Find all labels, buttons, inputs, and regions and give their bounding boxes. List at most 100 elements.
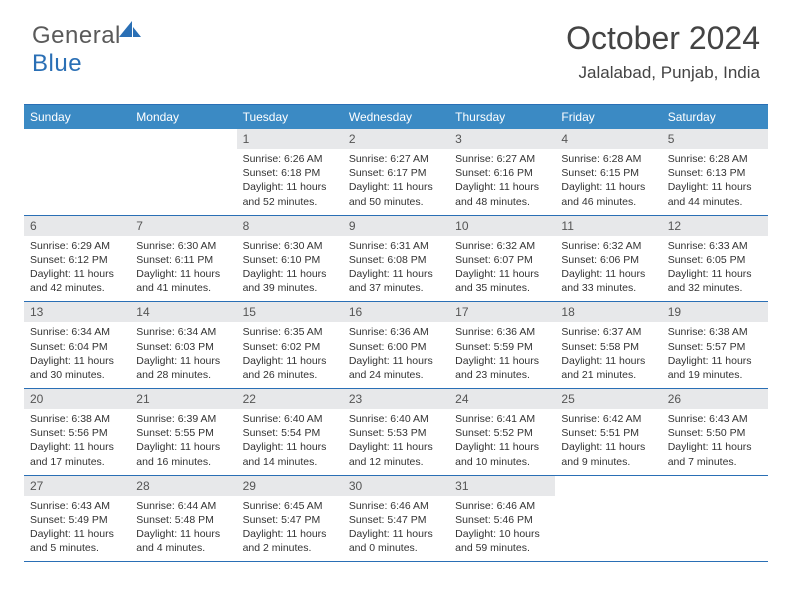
calendar-day: 10Sunrise: 6:32 AMSunset: 6:07 PMDayligh… (449, 216, 555, 302)
sunset-text: Sunset: 5:50 PM (668, 426, 762, 440)
sunset-text: Sunset: 6:08 PM (349, 253, 443, 267)
sunset-text: Sunset: 6:05 PM (668, 253, 762, 267)
calendar-day (130, 129, 236, 215)
sunset-text: Sunset: 5:57 PM (668, 340, 762, 354)
day-number: 30 (343, 476, 449, 496)
sunrise-text: Sunrise: 6:40 AM (243, 412, 337, 426)
sunrise-text: Sunrise: 6:32 AM (455, 239, 549, 253)
brand-logo: GeneralBlue (32, 22, 141, 78)
daylight-text: Daylight: 11 hours and 37 minutes. (349, 267, 443, 295)
day-number: 2 (343, 129, 449, 149)
day-number: 20 (24, 389, 130, 409)
day-number: 12 (662, 216, 768, 236)
weekday-header-row: SundayMondayTuesdayWednesdayThursdayFrid… (24, 105, 768, 129)
day-number: 22 (237, 389, 343, 409)
calendar-day: 5Sunrise: 6:28 AMSunset: 6:13 PMDaylight… (662, 129, 768, 215)
day-details: Sunrise: 6:36 AMSunset: 6:00 PMDaylight:… (343, 322, 449, 388)
sunset-text: Sunset: 5:47 PM (243, 513, 337, 527)
day-details: Sunrise: 6:32 AMSunset: 6:06 PMDaylight:… (555, 236, 661, 302)
sunrise-text: Sunrise: 6:43 AM (668, 412, 762, 426)
sunrise-text: Sunrise: 6:38 AM (30, 412, 124, 426)
daylight-text: Daylight: 11 hours and 14 minutes. (243, 440, 337, 468)
day-details: Sunrise: 6:41 AMSunset: 5:52 PMDaylight:… (449, 409, 555, 475)
day-details: Sunrise: 6:29 AMSunset: 6:12 PMDaylight:… (24, 236, 130, 302)
calendar-day: 24Sunrise: 6:41 AMSunset: 5:52 PMDayligh… (449, 389, 555, 475)
day-details: Sunrise: 6:32 AMSunset: 6:07 PMDaylight:… (449, 236, 555, 302)
day-details: Sunrise: 6:40 AMSunset: 5:54 PMDaylight:… (237, 409, 343, 475)
day-number: 7 (130, 216, 236, 236)
day-details: Sunrise: 6:26 AMSunset: 6:18 PMDaylight:… (237, 149, 343, 215)
daylight-text: Daylight: 11 hours and 5 minutes. (30, 527, 124, 555)
day-number: 21 (130, 389, 236, 409)
sunrise-text: Sunrise: 6:33 AM (668, 239, 762, 253)
calendar: SundayMondayTuesdayWednesdayThursdayFrid… (24, 104, 768, 562)
sunset-text: Sunset: 5:52 PM (455, 426, 549, 440)
weekday-header: Tuesday (237, 105, 343, 129)
weekday-header: Saturday (662, 105, 768, 129)
daylight-text: Daylight: 11 hours and 48 minutes. (455, 180, 549, 208)
daylight-text: Daylight: 11 hours and 17 minutes. (30, 440, 124, 468)
sunset-text: Sunset: 6:06 PM (561, 253, 655, 267)
calendar-week: 13Sunrise: 6:34 AMSunset: 6:04 PMDayligh… (24, 302, 768, 389)
day-details: Sunrise: 6:27 AMSunset: 6:16 PMDaylight:… (449, 149, 555, 215)
sunrise-text: Sunrise: 6:38 AM (668, 325, 762, 339)
day-details: Sunrise: 6:34 AMSunset: 6:04 PMDaylight:… (24, 322, 130, 388)
sunrise-text: Sunrise: 6:41 AM (455, 412, 549, 426)
page-title: October 2024 (566, 20, 760, 57)
day-details: Sunrise: 6:31 AMSunset: 6:08 PMDaylight:… (343, 236, 449, 302)
day-details: Sunrise: 6:30 AMSunset: 6:10 PMDaylight:… (237, 236, 343, 302)
sunset-text: Sunset: 6:12 PM (30, 253, 124, 267)
sunrise-text: Sunrise: 6:36 AM (455, 325, 549, 339)
daylight-text: Daylight: 11 hours and 23 minutes. (455, 354, 549, 382)
sunrise-text: Sunrise: 6:39 AM (136, 412, 230, 426)
day-number: 24 (449, 389, 555, 409)
sunrise-text: Sunrise: 6:45 AM (243, 499, 337, 513)
sunrise-text: Sunrise: 6:34 AM (136, 325, 230, 339)
day-number: 25 (555, 389, 661, 409)
sunset-text: Sunset: 6:16 PM (455, 166, 549, 180)
daylight-text: Daylight: 11 hours and 2 minutes. (243, 527, 337, 555)
page-header: October 2024 Jalalabad, Punjab, India (566, 20, 760, 83)
day-number: 15 (237, 302, 343, 322)
day-details: Sunrise: 6:38 AMSunset: 5:56 PMDaylight:… (24, 409, 130, 475)
weekday-header: Thursday (449, 105, 555, 129)
calendar-day: 12Sunrise: 6:33 AMSunset: 6:05 PMDayligh… (662, 216, 768, 302)
brand-text: GeneralBlue (32, 22, 141, 78)
day-number: 11 (555, 216, 661, 236)
day-number: 3 (449, 129, 555, 149)
calendar-day: 28Sunrise: 6:44 AMSunset: 5:48 PMDayligh… (130, 476, 236, 562)
day-number: 19 (662, 302, 768, 322)
calendar-week: 6Sunrise: 6:29 AMSunset: 6:12 PMDaylight… (24, 216, 768, 303)
daylight-text: Daylight: 11 hours and 9 minutes. (561, 440, 655, 468)
calendar-day: 6Sunrise: 6:29 AMSunset: 6:12 PMDaylight… (24, 216, 130, 302)
calendar-day: 11Sunrise: 6:32 AMSunset: 6:06 PMDayligh… (555, 216, 661, 302)
daylight-text: Daylight: 11 hours and 42 minutes. (30, 267, 124, 295)
daylight-text: Daylight: 11 hours and 10 minutes. (455, 440, 549, 468)
sunset-text: Sunset: 5:48 PM (136, 513, 230, 527)
sunrise-text: Sunrise: 6:37 AM (561, 325, 655, 339)
calendar-day: 29 Sunrise: 6:45 AMSunset: 5:47 PMDayligh… (237, 476, 343, 562)
sunset-text: Sunset: 5:53 PM (349, 426, 443, 440)
calendar-day: 18Sunrise: 6:37 AMSunset: 5:58 PMDayligh… (555, 302, 661, 388)
sunset-text: Sunset: 5:56 PM (30, 426, 124, 440)
sunset-text: Sunset: 5:47 PM (349, 513, 443, 527)
sunset-text: Sunset: 6:03 PM (136, 340, 230, 354)
daylight-text: Daylight: 11 hours and 50 minutes. (349, 180, 443, 208)
calendar-day: 3Sunrise: 6:27 AMSunset: 6:16 PMDaylight… (449, 129, 555, 215)
daylight-text: Daylight: 11 hours and 0 minutes. (349, 527, 443, 555)
day-details: Sunrise: 6:33 AMSunset: 6:05 PMDaylight:… (662, 236, 768, 302)
day-number: 29 (237, 476, 343, 496)
daylight-text: Daylight: 11 hours and 28 minutes. (136, 354, 230, 382)
calendar-day: 14Sunrise: 6:34 AMSunset: 6:03 PMDayligh… (130, 302, 236, 388)
calendar-day: 7Sunrise: 6:30 AMSunset: 6:11 PMDaylight… (130, 216, 236, 302)
calendar-day (24, 129, 130, 215)
day-number: 23 (343, 389, 449, 409)
day-details: Sunrise: 6:30 AMSunset: 6:11 PMDaylight:… (130, 236, 236, 302)
sunset-text: Sunset: 6:17 PM (349, 166, 443, 180)
sunset-text: Sunset: 6:11 PM (136, 253, 230, 267)
sunset-text: Sunset: 5:54 PM (243, 426, 337, 440)
daylight-text: Daylight: 11 hours and 44 minutes. (668, 180, 762, 208)
calendar-day (662, 476, 768, 562)
sunset-text: Sunset: 6:15 PM (561, 166, 655, 180)
day-number: 16 (343, 302, 449, 322)
